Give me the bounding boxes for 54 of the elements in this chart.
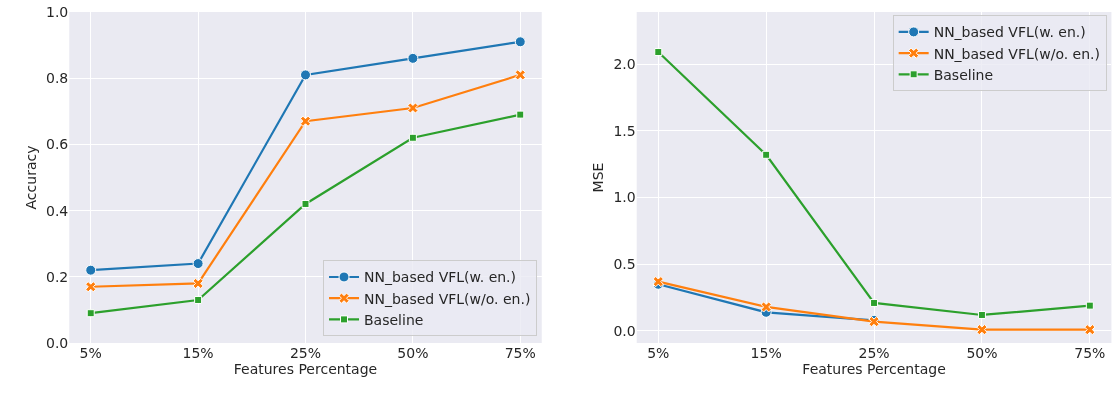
- point: [299, 115, 312, 127]
- point: [1084, 324, 1096, 336]
- x-tick-label: 5%: [79, 345, 102, 361]
- point: [301, 199, 310, 208]
- point: [516, 110, 525, 119]
- y-tick-label: 1.0: [45, 3, 69, 20]
- legend-label: Baseline: [364, 311, 424, 328]
- legend-label: NN_based VFL(w/o. en.): [364, 290, 531, 307]
- y-tick-label: 1.0: [613, 189, 636, 206]
- x-axis-title: Features Percentage: [802, 361, 946, 378]
- y-axis-title: Accuracy: [22, 145, 39, 210]
- x-tick-label: 75%: [504, 345, 536, 361]
- point: [762, 150, 771, 159]
- point: [407, 102, 419, 114]
- point: [514, 69, 526, 81]
- point: [407, 52, 419, 64]
- point: [870, 298, 879, 307]
- point: [192, 258, 204, 270]
- x-tick-label: 25%: [289, 345, 322, 361]
- legend-label: NN_based VFL(w/o. en.): [933, 45, 1101, 62]
- point: [654, 48, 663, 57]
- y-tick-label: 0.0: [45, 334, 69, 351]
- x-tick-label: 50%: [966, 345, 998, 361]
- legend-label: NN_based VFL(w. en.): [364, 269, 517, 286]
- y-tick-label: 1.5: [613, 122, 636, 139]
- y-tick-label: 0.2: [45, 268, 69, 285]
- x-tick-label: 15%: [750, 345, 782, 361]
- point: [192, 277, 204, 290]
- point: [85, 281, 97, 293]
- point: [300, 69, 311, 81]
- point: [760, 301, 772, 313]
- x-axis-title: Features Percentage: [233, 361, 378, 378]
- legend-label: NN_based VFL(w. en.): [933, 24, 1086, 41]
- x-tick-label: 5%: [647, 345, 670, 361]
- x-tick-label: 50%: [397, 345, 429, 361]
- y-tick-label: 0.8: [45, 70, 69, 87]
- legend-label: Baseline: [933, 66, 994, 83]
- x-tick-label: 25%: [858, 345, 890, 361]
- point: [86, 309, 95, 318]
- y-tick-label: 0.6: [45, 136, 69, 153]
- point: [1085, 301, 1094, 310]
- x-tick-label: 15%: [182, 345, 214, 361]
- point: [408, 133, 417, 142]
- y-tick-label: 2.0: [613, 55, 636, 72]
- y-tick-label: 0.4: [45, 202, 69, 219]
- point: [85, 264, 97, 276]
- y-axis-title: MSE: [590, 162, 607, 193]
- point: [976, 324, 988, 336]
- point: [194, 295, 203, 304]
- y-tick-label: 0.5: [613, 256, 636, 273]
- x-tick-label: 75%: [1074, 345, 1106, 361]
- y-tick-label: 0.0: [613, 322, 636, 339]
- point: [977, 310, 986, 319]
- point: [514, 36, 526, 48]
